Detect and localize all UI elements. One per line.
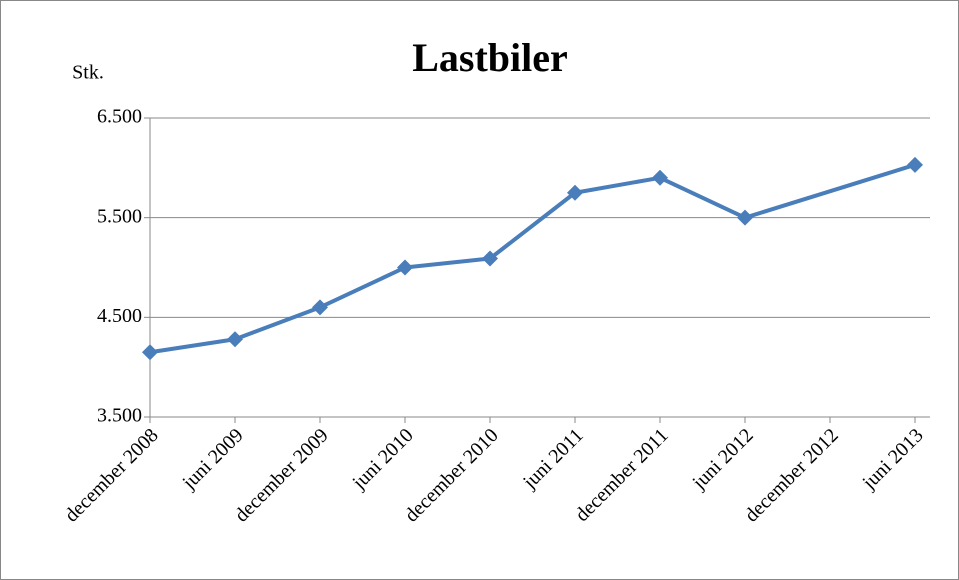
marker: [907, 156, 923, 173]
marker: [482, 250, 498, 267]
y-tick-label: 4.500: [97, 305, 142, 327]
line-bridge: [744, 162, 916, 220]
y-tick-label: 6.500: [97, 106, 142, 128]
marker: [142, 344, 158, 361]
marker: [737, 209, 753, 226]
marker: [652, 169, 668, 186]
chart-title: Lastbiler: [412, 35, 568, 80]
marker: [567, 184, 583, 201]
marker: [397, 259, 413, 276]
y-tick-label: 3.500: [97, 405, 142, 427]
marker: [227, 331, 243, 348]
marker: [312, 299, 328, 316]
y-tick-label: 5.500: [97, 205, 142, 227]
y-axis-label: Stk.: [72, 62, 104, 84]
